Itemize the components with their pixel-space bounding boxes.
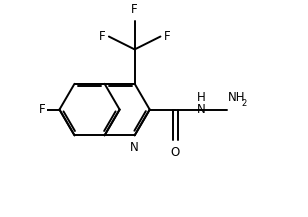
Text: N: N: [197, 103, 206, 116]
Text: F: F: [131, 3, 138, 16]
Text: N: N: [130, 141, 139, 154]
Text: F: F: [39, 103, 46, 116]
Text: F: F: [99, 30, 106, 43]
Text: F: F: [164, 30, 170, 43]
Text: 2: 2: [242, 99, 247, 108]
Text: O: O: [171, 146, 180, 159]
Text: H: H: [197, 91, 206, 104]
Text: NH: NH: [228, 91, 245, 104]
